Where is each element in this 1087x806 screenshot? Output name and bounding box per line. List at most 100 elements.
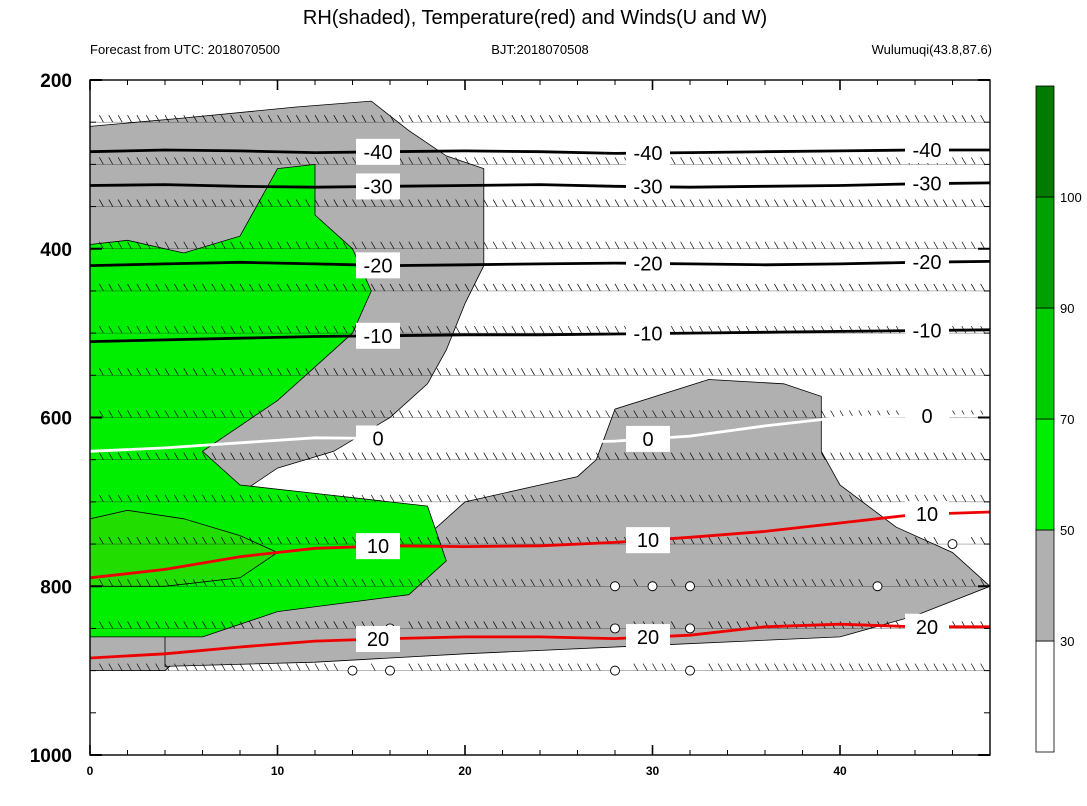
wind-barb bbox=[549, 241, 554, 249]
wind-barb bbox=[370, 410, 376, 418]
wind-barb bbox=[249, 452, 254, 460]
wind-barb bbox=[230, 410, 235, 418]
wind-barb bbox=[549, 536, 554, 545]
wind-barb bbox=[389, 579, 395, 587]
wind-barb bbox=[839, 283, 845, 292]
wind-barb bbox=[136, 241, 142, 249]
wind-barb bbox=[633, 368, 639, 376]
wind-barb bbox=[558, 157, 564, 165]
wind-barb bbox=[624, 115, 629, 123]
wind-barb bbox=[286, 157, 292, 165]
wind-barb bbox=[192, 410, 198, 418]
wind-barb bbox=[661, 241, 667, 249]
wind-barb bbox=[164, 199, 170, 207]
wind-barb bbox=[933, 199, 939, 207]
wind-barb bbox=[886, 199, 892, 207]
wind-barb bbox=[830, 663, 835, 671]
wind-barb bbox=[267, 410, 273, 418]
wind-barb bbox=[249, 368, 254, 376]
y-tick-label: 800 bbox=[40, 577, 72, 598]
wind-barb bbox=[286, 241, 292, 249]
wind-barb bbox=[549, 199, 554, 207]
wind-barb bbox=[661, 368, 667, 376]
wind-barb bbox=[802, 157, 807, 165]
wind-barb bbox=[202, 157, 207, 165]
wind-barb bbox=[417, 579, 423, 587]
wind-barb bbox=[202, 494, 207, 503]
wind-barb bbox=[961, 494, 967, 503]
wind-barb bbox=[839, 536, 845, 545]
wind-barb bbox=[99, 115, 104, 123]
wind-barb bbox=[970, 452, 976, 460]
wind-barb bbox=[286, 115, 292, 123]
wind-barb bbox=[680, 494, 685, 503]
wind-barb bbox=[108, 241, 114, 249]
wind-barb bbox=[577, 621, 582, 629]
wind-barb bbox=[220, 663, 226, 671]
wind-barb bbox=[502, 368, 507, 376]
wind-barb bbox=[361, 283, 367, 292]
wind-barb bbox=[530, 325, 535, 334]
wind-barb bbox=[192, 663, 198, 671]
plot-area: -40 -40 -40 -30 -30 -30 -20 -20 -20 -10 -10 -10 0 0 0 1… bbox=[90, 80, 990, 755]
wind-barb bbox=[558, 115, 564, 123]
wind-barb bbox=[183, 452, 189, 460]
wind-barb bbox=[549, 410, 554, 418]
wind-barb bbox=[802, 494, 807, 503]
wind-barb bbox=[474, 452, 479, 460]
wind-barb bbox=[914, 579, 920, 587]
wind-barb bbox=[670, 157, 676, 165]
wind-barb bbox=[839, 494, 845, 503]
wind-barb bbox=[408, 157, 414, 165]
wind-barb bbox=[530, 494, 535, 503]
wind-barb bbox=[708, 241, 714, 249]
isotherm-label: 10 bbox=[367, 536, 389, 558]
wind-barb bbox=[736, 283, 742, 292]
wind-barb bbox=[342, 621, 348, 629]
wind-barb bbox=[258, 325, 264, 334]
wind-barb bbox=[764, 579, 770, 587]
wind-barb bbox=[117, 536, 123, 545]
wind-barb bbox=[539, 536, 545, 545]
wind-barb bbox=[314, 579, 320, 587]
wind-barb bbox=[783, 115, 789, 123]
x-tick-label: 10 bbox=[271, 764, 285, 778]
wind-barb bbox=[539, 199, 545, 207]
wind-barb bbox=[483, 115, 489, 123]
wind-barb bbox=[117, 452, 123, 460]
wind-barb bbox=[192, 621, 198, 629]
wind-barb bbox=[136, 199, 142, 207]
wind-barb bbox=[239, 199, 245, 207]
wind-barb bbox=[633, 494, 639, 503]
rh-colorbar: 30 50 70 90 100 bbox=[1035, 85, 1082, 753]
wind-barb bbox=[595, 410, 601, 418]
wind-barb bbox=[192, 325, 198, 334]
wind-barb bbox=[174, 115, 179, 123]
wind-barb bbox=[277, 368, 282, 376]
wind-barb bbox=[727, 115, 732, 123]
wind-barb bbox=[333, 494, 339, 503]
wind-barb bbox=[427, 325, 432, 334]
wind-barb bbox=[820, 283, 826, 292]
wind-barb bbox=[436, 199, 442, 207]
wind-barb bbox=[192, 536, 198, 545]
wind-barb bbox=[802, 115, 807, 123]
wind-barb bbox=[895, 241, 901, 249]
wind-barb bbox=[811, 410, 817, 418]
wind-barb bbox=[333, 368, 339, 376]
wind-barb bbox=[99, 368, 104, 376]
wind-barb bbox=[755, 410, 760, 418]
wind-barb bbox=[745, 283, 751, 292]
wind-barb bbox=[117, 157, 123, 165]
wind-barb bbox=[689, 452, 695, 460]
wind-barb bbox=[258, 621, 264, 629]
wind-barb bbox=[905, 199, 910, 207]
wind-barb bbox=[783, 452, 789, 460]
wind-barb bbox=[267, 579, 273, 587]
wind-barb bbox=[924, 283, 929, 292]
wind-barb bbox=[567, 579, 573, 587]
wind-barb bbox=[136, 452, 142, 460]
wind-barb bbox=[380, 199, 385, 207]
wind-barb bbox=[905, 494, 910, 503]
